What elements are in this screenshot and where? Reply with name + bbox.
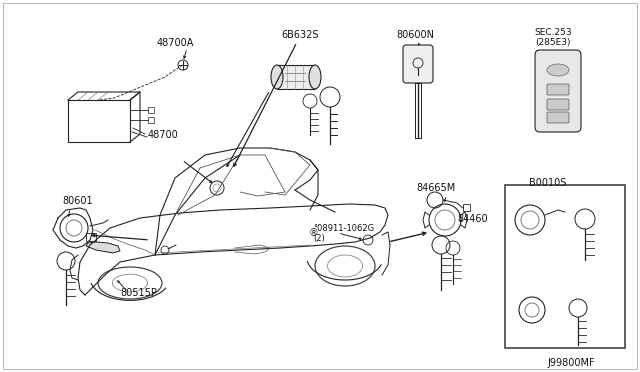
- Text: 80600N: 80600N: [396, 30, 434, 40]
- Text: J99800MF: J99800MF: [547, 358, 595, 368]
- Bar: [277, 65, 315, 89]
- Text: °08911-1062G
(2): °08911-1062G (2): [313, 224, 374, 243]
- Text: 48700A: 48700A: [156, 38, 194, 48]
- Text: SEC.253
(285E3): SEC.253 (285E3): [534, 28, 572, 47]
- Text: 84460: 84460: [457, 214, 488, 224]
- FancyBboxPatch shape: [535, 50, 581, 132]
- Bar: [505, 185, 625, 348]
- FancyBboxPatch shape: [547, 112, 569, 123]
- Text: 48700: 48700: [148, 130, 179, 140]
- Text: 80601: 80601: [62, 196, 93, 206]
- Text: 84665M: 84665M: [417, 183, 456, 193]
- Ellipse shape: [547, 64, 569, 76]
- Bar: [148, 117, 154, 123]
- FancyBboxPatch shape: [547, 84, 569, 95]
- FancyBboxPatch shape: [403, 45, 433, 83]
- Bar: [148, 107, 154, 113]
- Text: 6B632S: 6B632S: [281, 30, 319, 40]
- Polygon shape: [86, 242, 120, 253]
- Ellipse shape: [271, 65, 283, 89]
- Text: B0010S: B0010S: [529, 178, 566, 188]
- Bar: [463, 204, 470, 211]
- FancyBboxPatch shape: [547, 99, 569, 110]
- Ellipse shape: [309, 65, 321, 89]
- Text: ®: ®: [309, 228, 319, 238]
- Text: 80515P: 80515P: [120, 288, 157, 298]
- Bar: [86, 233, 96, 241]
